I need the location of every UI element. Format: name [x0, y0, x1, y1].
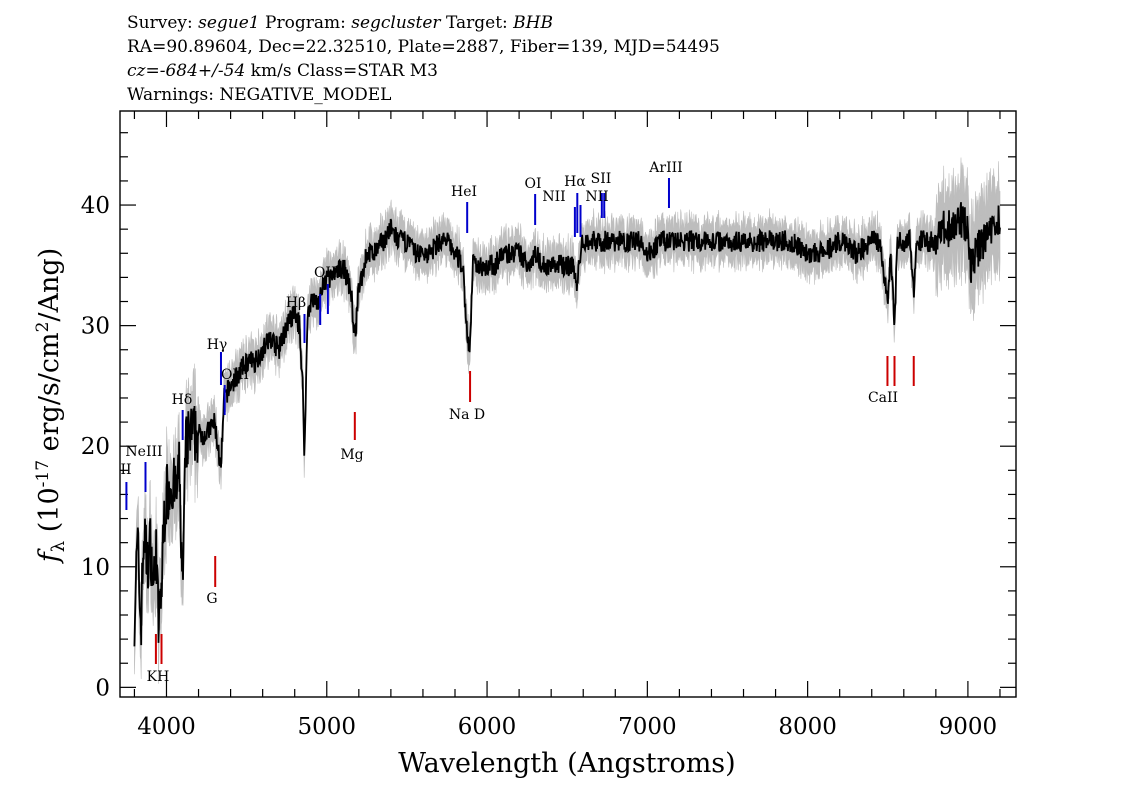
header-redshift-segment: km/s Class=STAR M3 — [245, 61, 438, 81]
y-tick-label: 40 — [81, 193, 110, 219]
header-survey-segment: Survey: — [127, 13, 199, 33]
y-tick-label: 30 — [81, 314, 110, 340]
x-tick-label: 9000 — [939, 714, 998, 740]
header-line-coordinates: RA=90.89604, Dec=22.32510, Plate=2887, F… — [127, 37, 720, 57]
absorption-line-label: CaII — [868, 390, 898, 406]
header-redshift-segment: cz=-684+/-54 — [127, 61, 246, 81]
absorption-line-label: Mg — [340, 447, 363, 463]
emission-line-label: OIII — [221, 367, 249, 383]
emission-line-label: NII — [585, 189, 608, 205]
y-tick-label: 0 — [95, 675, 110, 701]
flux-series-line — [133, 202, 1001, 647]
header-survey-segment: BHB — [513, 13, 553, 33]
absorption-line-label: Na D — [449, 407, 485, 423]
x-tick-label: 5000 — [297, 714, 356, 740]
y-axis-label-part: λ — [48, 541, 69, 552]
spectrum-header: Survey: segue1 Program: segcluster Targe… — [127, 11, 1127, 107]
x-tick-label: 8000 — [778, 714, 837, 740]
header-survey-segment: Target: — [440, 13, 514, 33]
x-tick-label: 4000 — [137, 714, 196, 740]
absorption-line-label: G — [206, 591, 217, 607]
emission-line-label: II — [120, 462, 131, 478]
x-tick-label: 6000 — [458, 714, 517, 740]
header-survey-segment: segue1 — [198, 13, 260, 33]
y-axis-label-part: /Ang) — [34, 248, 65, 322]
emission-line-label: NeIII — [125, 444, 162, 460]
header-line-warnings: Warnings: NEGATIVE_MODEL — [127, 85, 392, 105]
emission-line-label: Hγ — [207, 337, 228, 353]
emission-line-label: Hβ — [286, 295, 306, 311]
y-tick-label: 10 — [81, 555, 110, 581]
emission-line-label: OIII — [314, 265, 342, 281]
emission-line-label: SII — [591, 171, 612, 187]
x-tick-label: 7000 — [618, 714, 677, 740]
y-tick-label: 20 — [81, 434, 110, 460]
emission-line-label: Hα — [564, 174, 586, 190]
x-axis-label: Wavelength (Angstroms) — [398, 748, 735, 779]
emission-line-label: Hδ — [172, 392, 193, 408]
y-axis-label-part: erg/s/cm — [34, 332, 65, 460]
emission-line-label: OI — [524, 176, 541, 192]
y-axis-label-part: -17 — [33, 460, 53, 487]
emission-line-label: HeI — [451, 184, 477, 200]
header-survey-segment: Program: — [259, 13, 352, 33]
header-line-survey: Survey: segue1 Program: segcluster Targe… — [127, 11, 1127, 35]
y-axis-label: fλ (10-17 erg/s/cm2/Ang) — [33, 248, 69, 564]
y-axis-label-part: (10 — [34, 487, 65, 540]
plot-frame — [119, 110, 1017, 698]
header-survey-segment: segcluster — [351, 13, 441, 33]
y-axis-label-part: 2 — [33, 322, 53, 333]
emission-line-label: ArIII — [648, 160, 682, 176]
header-line-redshift: cz=-684+/-54 km/s Class=STAR M3 — [127, 59, 1127, 83]
emission-line-label: NII — [542, 189, 565, 205]
absorption-line-label: KH — [147, 669, 170, 685]
